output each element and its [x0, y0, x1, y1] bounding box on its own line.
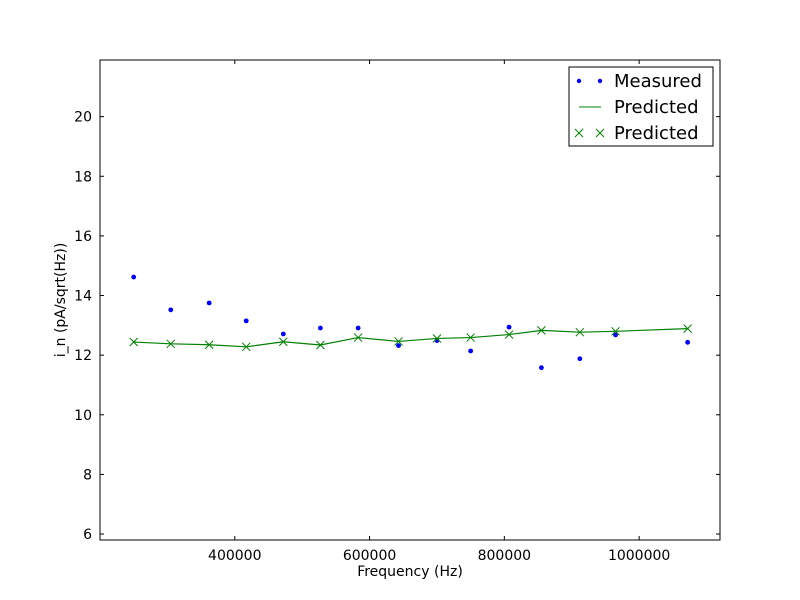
measured-point [168, 307, 174, 313]
predicted-x-marker [575, 327, 585, 337]
legend-predicted-x-marker [574, 128, 605, 138]
measured-point [396, 343, 401, 349]
measured-point [317, 325, 323, 331]
axis-ticks: 400000 600000 800000 1000000 6 8 10 12 14 16 18 20 [74, 60, 720, 564]
x-tick-label: 1000000 [608, 548, 670, 564]
measured-point [131, 274, 137, 280]
y-tick-label: 20 [74, 110, 92, 126]
y-tick-label: 10 [74, 408, 92, 424]
predicted-x-marker [241, 342, 251, 352]
y-axis-label: i_n (pA/sqrt(Hz)) [53, 243, 69, 358]
measured-point [280, 331, 286, 337]
measured-point [355, 325, 361, 331]
legend-label-predicted-line: Predicted [614, 97, 699, 118]
y-tick-label: 6 [83, 527, 92, 543]
legend-measured-marker [576, 78, 582, 84]
legend-label-predicted-markers: Predicted [614, 123, 699, 144]
y-tick-label: 12 [74, 348, 92, 364]
y-tick-label: 16 [74, 229, 92, 245]
x-tick-label: 400000 [208, 548, 261, 564]
predicted-x-marker [166, 339, 176, 349]
predicted-x-marker [611, 326, 620, 336]
predicted-x-marker [353, 333, 363, 342]
measured-point [577, 356, 583, 362]
legend: Measured Predicted Predicted [568, 66, 714, 147]
measured-point [468, 348, 474, 354]
predicted-x-marker [278, 337, 288, 347]
legend-label-measured: Measured [614, 71, 702, 92]
predicted-x-marker [204, 340, 214, 350]
predicted-x-marker [466, 333, 476, 342]
measured-point [685, 339, 691, 345]
plot-frame [99, 59, 721, 541]
legend-measured-marker [597, 78, 603, 84]
measured-point [206, 300, 212, 306]
x-tick-label: 800000 [478, 548, 531, 564]
y-tick-label: 8 [83, 467, 92, 483]
y-tick-label: 14 [74, 289, 92, 305]
x-axis-label: Frequency (Hz) [357, 564, 463, 580]
predicted-x-marker [683, 324, 693, 333]
measured-point [613, 332, 618, 338]
x-tick-label: 600000 [343, 548, 396, 564]
predicted-x-marker [129, 337, 139, 347]
plot-marks [129, 274, 693, 371]
predicted-x-marker [316, 340, 325, 350]
predicted-x-marker [432, 334, 442, 343]
measured-point [539, 365, 544, 371]
predicted-x-marker [537, 326, 546, 335]
predicted-x-marker [504, 330, 514, 339]
measured-point [506, 324, 512, 330]
predicted-x-marker [394, 337, 403, 346]
y-tick-label: 18 [74, 169, 92, 185]
measured-point [243, 318, 249, 324]
